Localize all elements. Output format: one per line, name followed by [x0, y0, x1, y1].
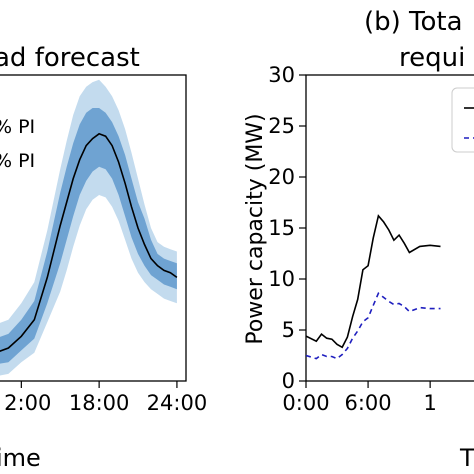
x-tick-label: 18:00: [69, 391, 130, 415]
panel-a-legend: % PI % PI: [0, 116, 35, 172]
solid-series-line: [306, 214, 441, 349]
panel-a-x-axis-label: ime: [0, 444, 41, 472]
y-tick-label: 10: [268, 267, 295, 291]
panel-a-plot-frame: [0, 74, 187, 382]
x-tick-label: 1: [423, 391, 436, 415]
panel-b: (b) Tota requi 0 5 10 15 20 25 30 0:00 6:00 1 Po…: [243, 7, 474, 472]
y-tick-label: 15: [268, 216, 295, 240]
panel-b-title: (b) Tota: [364, 7, 463, 37]
panel-a-lines: [0, 132, 178, 352]
y-tick-label: 30: [268, 63, 295, 87]
y-tick-label: 25: [268, 114, 295, 138]
panel-b-y-ticks: 0 5 10 15 20 25 30: [268, 63, 306, 393]
x-tick-label: 6:00: [344, 391, 391, 415]
panel-a-title: ad forecast: [0, 43, 140, 73]
panel-a-x-ticks: 2:00 18:00 24:00: [4, 381, 207, 415]
panel-b-y-axis-label: Power capacity (MW): [243, 113, 268, 344]
panel-b-legend-box: [451, 87, 474, 153]
panel-a: ad forecast 2:00 18:00 24:00 ime % PI % PI: [0, 43, 207, 472]
dashed-series-line: [306, 292, 441, 360]
panel-b-x-axis-label: T: [459, 444, 474, 472]
x-tick-label: 24:00: [147, 391, 208, 415]
panel-a-legend-entry: % PI: [0, 150, 35, 172]
panel-a-legend-entry: % PI: [0, 116, 35, 138]
panel-a-bands: [0, 79, 177, 376]
y-tick-label: 5: [282, 318, 295, 342]
x-tick-label: 0:00: [282, 391, 329, 415]
panel-b-x-ticks: 0:00 6:00 1: [282, 381, 437, 415]
panel-b-plot-frame: [305, 74, 474, 382]
x-tick-label: 2:00: [4, 391, 51, 415]
panel-b-subtitle: requi: [399, 43, 465, 73]
panel-b-lines: [306, 214, 441, 360]
panel-b-legend: [451, 87, 474, 153]
y-tick-label: 0: [282, 369, 295, 393]
inner-pi-band: [0, 108, 177, 364]
mean-forecast-line: [0, 132, 178, 352]
y-tick-label: 20: [268, 165, 295, 189]
